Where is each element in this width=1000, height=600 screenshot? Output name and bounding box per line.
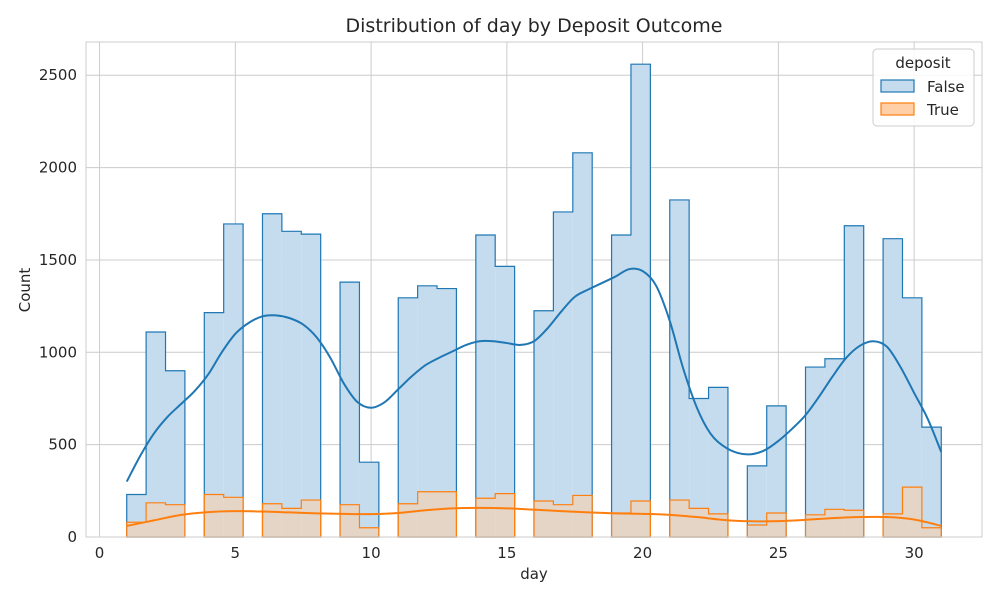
histogram-bar-false [165, 370, 185, 537]
x-tick-label: 20 [633, 544, 652, 562]
histogram-bar-true [611, 512, 631, 537]
histogram-bar-true [262, 503, 282, 537]
histogram-bar-false [611, 235, 631, 537]
legend-swatch-false [880, 79, 915, 93]
y-tick-label: 1000 [39, 343, 77, 361]
histogram-bar-false [262, 213, 282, 537]
histogram-bar-false [281, 231, 302, 537]
histogram-bar-true [204, 494, 224, 537]
histogram-bar-false [902, 297, 922, 537]
histogram-bar-true [553, 504, 573, 537]
histogram-bar-false [534, 310, 554, 537]
x-tick-label: 30 [905, 544, 924, 562]
legend-swatch-true [880, 102, 915, 116]
series-false [126, 63, 942, 538]
histogram-bar-true [398, 503, 418, 537]
histogram-bar-false [689, 398, 709, 537]
histogram-bar-false [359, 462, 379, 537]
histogram-bar-true [689, 508, 709, 537]
histogram-bar-false [844, 225, 864, 537]
histogram-bar-false [669, 199, 690, 537]
histogram-bar-false [204, 312, 224, 537]
legend-label-false: False [927, 78, 965, 96]
x-tick-label: 0 [95, 544, 105, 562]
x-tick-label: 15 [497, 544, 516, 562]
histogram-bar-true [223, 497, 244, 537]
histogram-bar-false [223, 223, 244, 537]
histogram-bar-true [921, 527, 942, 537]
histogram-outline-true [126, 486, 942, 538]
histogram-bar-true [340, 504, 360, 537]
histogram-bar-true [883, 513, 903, 537]
y-tick-label: 0 [67, 528, 77, 546]
histogram-bar-true [669, 500, 690, 537]
legend: deposit False True [872, 48, 975, 127]
histogram-bar-false [495, 266, 515, 537]
y-axis-label: Count [16, 268, 34, 313]
histogram-bar-true [844, 510, 864, 537]
histogram-bar-true [747, 524, 767, 537]
histogram-bar-true [766, 512, 787, 537]
chart-title: Distribution of day by Deposit Outcome [346, 15, 723, 37]
x-tick-label: 10 [362, 544, 381, 562]
histogram-bar-false [824, 358, 845, 537]
histogram-bar-false [630, 64, 651, 537]
plot-frame [85, 41, 983, 538]
histogram-bar-false [921, 427, 942, 537]
histogram-bar-false [883, 238, 903, 537]
histogram-bar-true [572, 495, 593, 537]
axis-ticks: 0 5 10 15 20 25 30 0 500 1000 1500 2000 2500 [39, 66, 924, 562]
histogram-bar-true [301, 500, 321, 537]
legend-title: deposit [895, 54, 950, 72]
y-tick-label: 2000 [39, 159, 77, 177]
histogram-bar-true [824, 509, 845, 537]
histogram-bar-true [630, 500, 651, 537]
histogram-bar-false [553, 211, 573, 538]
y-tick-label: 1500 [39, 251, 77, 269]
histogram-bar-true [281, 508, 302, 537]
histogram-bar-false [437, 288, 457, 537]
histogram-bar-false [417, 285, 438, 537]
histogram-bar-true [902, 487, 922, 537]
kde-line-true [126, 506, 942, 527]
histogram-bar-true [359, 527, 379, 537]
histogram-bar-true [437, 491, 457, 537]
histogram-bar-true [417, 491, 438, 537]
histogram-bar-true [165, 504, 185, 537]
x-axis-label: day [520, 565, 548, 583]
histogram-bar-true [534, 500, 554, 537]
histogram-bar-false [708, 387, 728, 537]
histogram-bar-true [495, 493, 515, 537]
y-tick-label: 2500 [39, 66, 77, 84]
legend-label-true: True [926, 101, 959, 119]
histogram-bar-false [572, 152, 593, 537]
x-tick-label: 25 [769, 544, 788, 562]
histogram-bar-false [340, 282, 360, 537]
histogram-bar-false [398, 297, 418, 537]
histogram-bar-true [475, 498, 496, 537]
histogram-bar-false [475, 235, 496, 537]
histogram-bar-false [301, 234, 321, 538]
histogram-bar-false [146, 331, 166, 537]
kde-curves [125, 267, 943, 527]
x-tick-label: 5 [231, 544, 241, 562]
histogram-bar-true [708, 513, 728, 537]
y-tick-label: 500 [48, 436, 77, 454]
histogram-bar-false [747, 465, 767, 537]
kde-line-false [125, 267, 943, 483]
